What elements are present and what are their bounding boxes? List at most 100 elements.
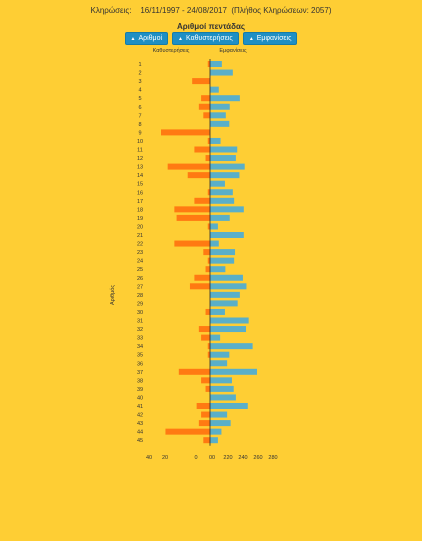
y-axis-title: Αριθμός — [109, 285, 116, 305]
draws-label: Κληρώσεις: — [90, 6, 132, 15]
delays-bar — [194, 274, 210, 281]
category-label: 11 — [137, 148, 143, 154]
appearances-bar — [210, 428, 222, 435]
appearances-tick-label: 220 — [223, 455, 232, 461]
delays-bar — [189, 283, 210, 290]
appearances-bar — [210, 394, 236, 401]
draws-count: (Πλήθος Κληρώσεων: 2057) — [231, 6, 332, 15]
category-label: 44 — [137, 430, 143, 436]
appearances-bar — [210, 146, 238, 153]
category-label: 14 — [137, 173, 143, 179]
delays-bar — [205, 266, 210, 273]
category-label: 25 — [137, 267, 143, 273]
appearances-bar — [210, 274, 243, 281]
category-label: 39 — [137, 387, 143, 393]
appearances-bar — [210, 61, 222, 67]
appearances-tick-label: 240 — [238, 455, 247, 461]
delays-tick-label: 40 — [146, 455, 152, 461]
category-label: 37 — [137, 370, 143, 376]
delays-tick-label: 20 — [162, 455, 168, 461]
sort-by-delays-button[interactable]: ▲ Καθυστερήσεις — [172, 32, 239, 45]
delays-bar — [167, 163, 210, 170]
delays-bar — [198, 326, 210, 333]
category-label: 41 — [137, 404, 143, 410]
appearances-bar — [210, 291, 240, 298]
category-label: 15 — [137, 182, 143, 188]
chart-title: Αριθμοί πεντάδας — [176, 22, 246, 31]
category-label: 23 — [137, 250, 143, 256]
appearances-bar — [210, 334, 221, 341]
sort-by-appearances-label: Εμφανίσεις — [256, 35, 292, 42]
category-label: 22 — [137, 242, 143, 248]
appearances-bar — [210, 95, 240, 102]
delays-bar — [174, 240, 210, 247]
appearances-bar — [210, 300, 238, 307]
category-label: 7 — [138, 113, 141, 119]
appearances-bar — [210, 257, 235, 264]
category-label: 32 — [137, 327, 143, 333]
appearances-bar — [210, 189, 233, 196]
appearances-bar — [210, 360, 228, 367]
appearances-axis-title: Εμφανίσεις — [219, 48, 247, 54]
sort-by-delays-label: Καθυστερήσεις — [186, 35, 233, 42]
category-label: 1 — [138, 62, 141, 68]
appearances-bar — [210, 411, 228, 418]
category-label: 18 — [137, 207, 143, 213]
draws-range: 16/11/1997 - 24/08/2017 — [140, 6, 227, 15]
delays-bar — [198, 420, 210, 427]
sort-icon: ▲ — [178, 35, 183, 42]
delays-bar — [207, 189, 210, 196]
draws-info: Κληρώσεις: 16/11/1997 - 24/08/2017 (Πλήθ… — [0, 6, 422, 15]
delays-bar — [207, 351, 210, 358]
sort-by-number-button[interactable]: ▲ Αριθμοί — [124, 32, 169, 45]
category-label: 2 — [138, 71, 141, 77]
delays-bar — [192, 78, 210, 85]
delays-bar — [203, 249, 210, 256]
category-label: 24 — [137, 259, 143, 265]
category-label: 43 — [137, 421, 143, 427]
appearances-bar — [210, 308, 225, 315]
delays-bar — [187, 172, 210, 179]
delays-bar — [207, 137, 210, 144]
appearances-tick-label: 00 — [209, 455, 215, 461]
sort-button-group: ▲ Αριθμοί ▲ Καθυστερήσεις ▲ Εμφανίσεις — [0, 32, 422, 45]
delays-bar — [198, 103, 210, 110]
category-label: 16 — [137, 190, 143, 196]
delays-bar — [207, 257, 210, 264]
delays-bar — [205, 308, 210, 315]
category-label: 19 — [137, 216, 143, 222]
delays-bar — [176, 214, 210, 221]
delays-bar — [207, 343, 210, 350]
delays-bar — [196, 403, 210, 409]
delays-bar — [203, 112, 210, 119]
appearances-bar — [210, 420, 231, 427]
appearances-bar — [210, 155, 236, 162]
sort-by-appearances-button[interactable]: ▲ Εμφανίσεις — [242, 32, 298, 45]
appearances-bar — [210, 266, 226, 273]
category-label: 45 — [137, 438, 143, 444]
delays-bar — [203, 437, 210, 444]
appearances-bar — [210, 163, 245, 170]
category-label: 21 — [137, 233, 143, 239]
category-label: 9 — [138, 130, 141, 136]
appearances-bar — [210, 403, 248, 409]
category-label: 20 — [137, 224, 143, 230]
delays-bar — [205, 385, 210, 392]
delays-bar — [207, 223, 210, 230]
category-label: 29 — [137, 301, 143, 307]
delays-axis-title: Καθυστερήσεις — [153, 47, 190, 54]
category-label: 31 — [137, 319, 143, 325]
category-label: 34 — [137, 344, 143, 350]
appearances-bar — [210, 172, 240, 179]
category-label: 8 — [138, 122, 141, 128]
category-label: 13 — [137, 165, 143, 171]
category-label: 38 — [137, 378, 143, 384]
delays-bar — [201, 377, 210, 384]
delays-bar — [201, 95, 210, 102]
appearances-tick-label: 280 — [268, 455, 277, 461]
sort-icon: ▲ — [248, 35, 254, 42]
appearances-bar — [210, 343, 253, 350]
appearances-bar — [210, 206, 244, 213]
category-label: 33 — [137, 336, 143, 342]
sort-asc-icon: ▲ — [130, 35, 136, 42]
